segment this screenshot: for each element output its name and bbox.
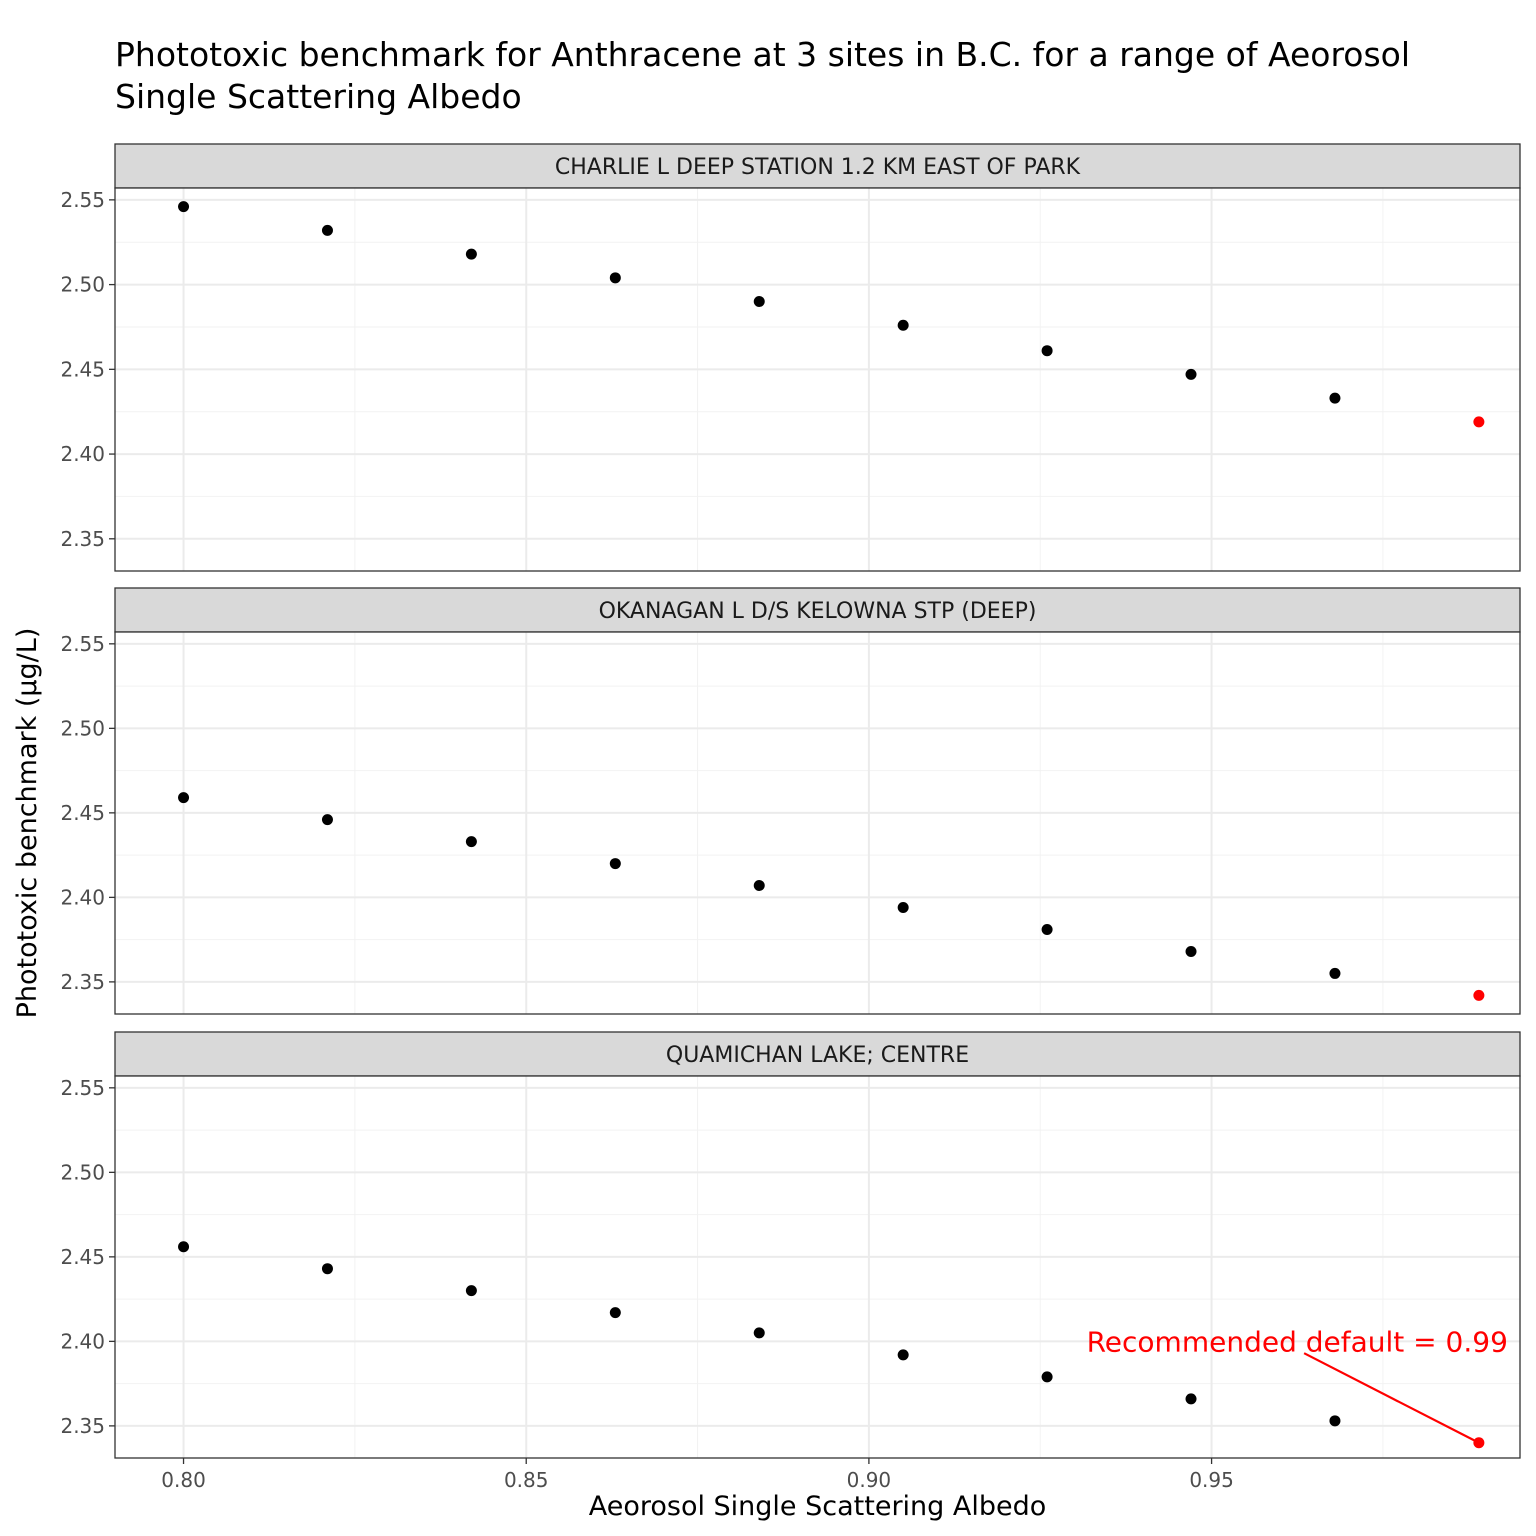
y-tick-label: 2.40 [60, 442, 105, 466]
annotation-arrow [1303, 1352, 1480, 1444]
facet-strip-label: CHARLIE L DEEP STATION 1.2 KM EAST OF PA… [555, 155, 1081, 180]
data-point [897, 1349, 909, 1361]
panel-border [114, 1075, 1521, 1459]
data-point [178, 792, 190, 804]
data-point [178, 201, 190, 213]
y-tick-label: 2.35 [60, 1414, 105, 1438]
data-point [321, 1263, 333, 1275]
facet-strip [114, 1031, 1521, 1077]
data-point [1041, 1371, 1053, 1383]
x-axis: 0.80 0.85 0.90 0.95 [161, 1458, 1234, 1492]
data-point [753, 880, 765, 892]
x-tick-label: 0.95 [1189, 1468, 1234, 1492]
y-tick-label: 2.45 [60, 801, 105, 825]
annotation: Recommended default = 0.99 [1087, 1325, 1508, 1444]
y-tick-label: 2.50 [60, 273, 105, 297]
facet-strip [114, 587, 1521, 633]
data-point [753, 1327, 765, 1339]
data-point [1329, 392, 1341, 404]
x-tick-label: 0.80 [161, 1468, 206, 1492]
y-tick-label: 2.40 [60, 1329, 105, 1353]
data-point [321, 814, 333, 826]
plot-background [115, 1076, 1520, 1458]
data-point [609, 858, 621, 870]
facet-strip-label: QUAMICHAN LAKE; CENTRE [666, 1043, 969, 1068]
annotation-label: Recommended default = 0.99 [1087, 1325, 1508, 1358]
y-tick-label: 2.45 [60, 1245, 105, 1269]
data-point [465, 1285, 477, 1297]
y-tick-label: 2.45 [60, 357, 105, 381]
panel-border [114, 187, 1521, 572]
y-tick-label: 2.35 [60, 527, 105, 551]
data-point [465, 836, 477, 848]
x-axis-title: Aeorosol Single Scattering Albedo [589, 1491, 1047, 1522]
facet-strip-label: OKANAGAN L D/S KELOWNA STP (DEEP) [599, 599, 1037, 624]
facet-panel: CHARLIE L DEEP STATION 1.2 KM EAST OF PA… [60, 143, 1521, 572]
y-tick-label: 2.50 [60, 1160, 105, 1184]
y-tick-label: 2.55 [60, 188, 105, 212]
data-point [465, 248, 477, 260]
facet-strip [114, 143, 1521, 189]
data-point [609, 272, 621, 284]
facet-panel: OKANAGAN L D/S KELOWNA STP (DEEP) 2.35 2.4… [60, 587, 1521, 1015]
data-point [1185, 1393, 1197, 1405]
highlight-point [1473, 989, 1485, 1001]
y-tick-label: 2.35 [60, 970, 105, 994]
x-tick-label: 0.90 [847, 1468, 892, 1492]
y-axis-title: Phototoxic benchmark (µg/L) [12, 628, 43, 1019]
data-point [753, 296, 765, 308]
data-point [1185, 945, 1197, 957]
data-point [321, 224, 333, 236]
data-point [178, 1241, 190, 1253]
data-point [897, 902, 909, 914]
plot-background [115, 188, 1520, 571]
y-tick-label: 2.50 [60, 716, 105, 740]
x-tick-label: 0.85 [504, 1468, 549, 1492]
plot-background [115, 632, 1520, 1014]
facet-panel: QUAMICHAN LAKE; CENTRE 2.35 2.40 2.45 2.50 2.… [60, 1031, 1521, 1459]
chart-title-line-1: Phototoxic benchmark for Anthracene at 3… [115, 35, 1410, 74]
data-point [609, 1307, 621, 1319]
data-point [1329, 967, 1341, 979]
data-point [1329, 1415, 1341, 1427]
facet-panels: CHARLIE L DEEP STATION 1.2 KM EAST OF PA… [60, 143, 1521, 1459]
chart-title-line-2: Single Scattering Albedo [115, 77, 522, 116]
highlight-point [1473, 416, 1485, 428]
y-tick-label: 2.55 [60, 1076, 105, 1100]
panel-border [114, 631, 1521, 1015]
data-point [897, 319, 909, 331]
data-point [1041, 345, 1053, 357]
data-point [1041, 923, 1053, 935]
y-tick-label: 2.55 [60, 632, 105, 656]
y-tick-label: 2.40 [60, 885, 105, 909]
data-point [1185, 368, 1197, 380]
